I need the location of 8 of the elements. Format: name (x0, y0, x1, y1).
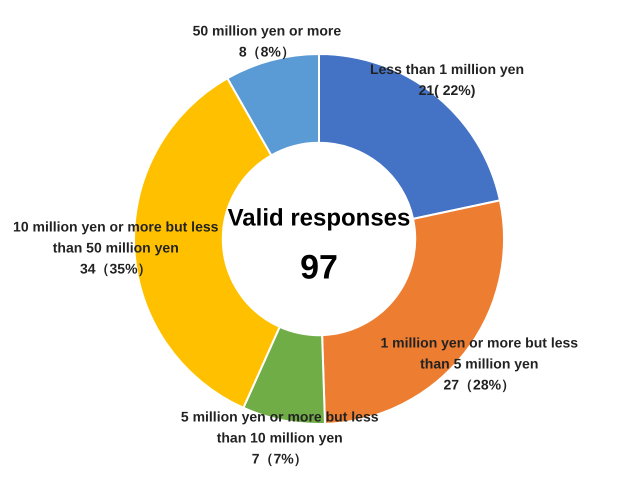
data-label: 8（8%） (238, 44, 295, 60)
text: Valid responses (228, 204, 410, 232)
slice-label: 50 million yen or more (192, 22, 342, 39)
text: 97 (300, 248, 338, 286)
slice-label: 1 million yen or more but less than 5 million yen (380, 334, 578, 372)
data-label: 7（7%） (252, 450, 308, 467)
data-label: 34（35%） (80, 260, 152, 277)
data-label: 27（28%） (443, 376, 516, 392)
